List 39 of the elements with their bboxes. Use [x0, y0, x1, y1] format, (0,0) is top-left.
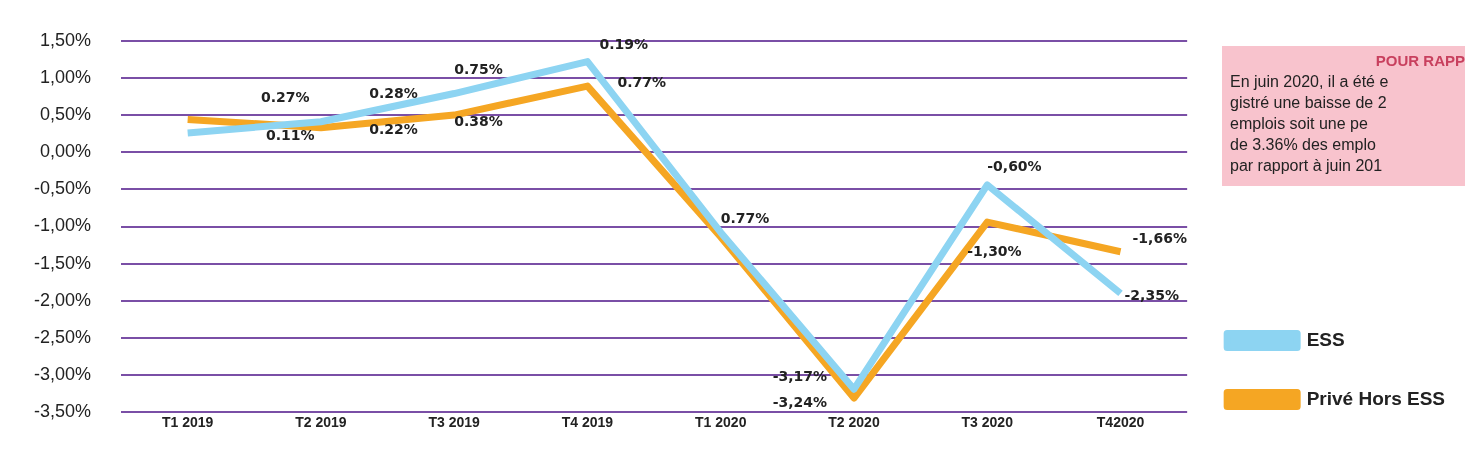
y-tick-label: -1,50%	[33, 252, 92, 273]
y-tick-label: -0,50%	[33, 178, 92, 199]
x-tick-label: T2 2020	[828, 414, 880, 431]
y-tick-label: -2,00%	[33, 289, 92, 310]
text: de 3.36% des emplo	[1230, 135, 1377, 155]
x-tick-label: T3 2019	[428, 414, 481, 431]
annotation: 0.28%	[369, 84, 418, 101]
y-tick-label: 0,00%	[39, 141, 92, 162]
y-tick-label: 0,50%	[39, 104, 92, 125]
annotation: 0.77%	[720, 209, 770, 226]
legend-label: Privé Hors ESS	[1306, 387, 1445, 409]
y-tick-label: 1,00%	[39, 66, 92, 87]
y-tick-label: -2,50%	[33, 326, 92, 347]
annotation: 0.27%	[260, 88, 310, 105]
annotation: 0.11%	[265, 126, 315, 143]
annotation: 0.22%	[369, 120, 418, 137]
annotation: -2,35%	[1124, 286, 1179, 303]
text: En juin 2020, il a été e	[1230, 72, 1390, 92]
text: emplois soit une pe	[1230, 114, 1369, 134]
x-tick-label: T4 2019	[561, 414, 614, 431]
y-tick-label: -3,50%	[33, 401, 92, 422]
annotation: -1,66%	[1132, 229, 1187, 246]
text: POUR RAPP	[1374, 51, 1465, 71]
annotation: -1,30%	[967, 242, 1022, 259]
y-tick-label: -3,00%	[33, 364, 92, 385]
y-tick-label: -1,00%	[33, 215, 92, 236]
x-tick-label: T1 2020	[695, 414, 747, 431]
y-tick-label: 1,50%	[39, 29, 92, 50]
annotation: -0,60%	[987, 157, 1042, 174]
x-tick-label: T3 2020	[961, 414, 1014, 431]
text: gistré une baisse de 2	[1230, 93, 1388, 113]
annotation: -3,24%	[772, 393, 828, 410]
x-tick-label: T42020	[1096, 414, 1145, 431]
x-tick-label: T2 2019	[295, 414, 347, 431]
legend-label: ESS	[1306, 328, 1345, 350]
annotation: 0.38%	[454, 112, 503, 129]
x-tick-label: T1 2019	[161, 414, 214, 431]
annotation: 0.75%	[454, 60, 503, 77]
text: par rapport à juin 201	[1230, 156, 1384, 176]
